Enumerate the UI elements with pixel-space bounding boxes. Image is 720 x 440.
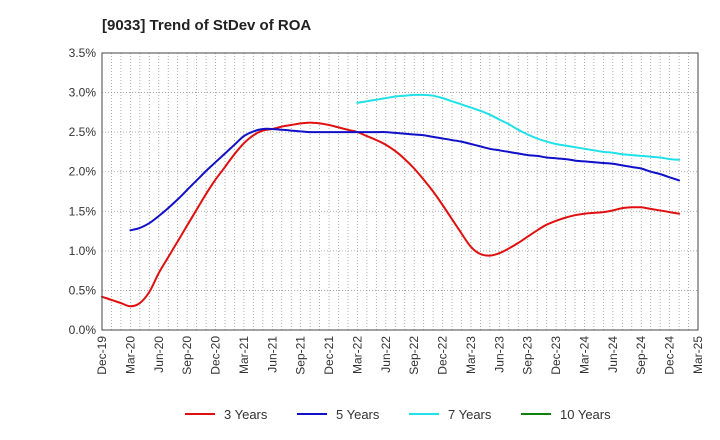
y-tick-label: 2.5% (69, 125, 97, 139)
y-tick-label: 2.0% (69, 165, 97, 179)
legend-label: 7 Years (448, 407, 492, 422)
grid (102, 53, 698, 330)
series-lines (101, 93, 681, 308)
x-tick-label: Mar-23 (464, 336, 478, 374)
x-tick-label: Jun-23 (492, 336, 506, 373)
x-axis: Dec-19 Mar-20 Jun-20 Sep-20 Dec-20 Mar-21 Jun-… (95, 336, 705, 375)
series-line-3 (356, 93, 681, 161)
y-tick-label: 3.5% (69, 46, 97, 60)
y-tick-label: 0.5% (69, 283, 97, 297)
y-axis: 0.0% 0.5% 1.0% 1.5% 2.0% 2.5% 3.0% 3.5% (69, 46, 97, 337)
x-tick-label: Dec-23 (549, 336, 563, 375)
series-line-1 (101, 121, 681, 308)
y-tick-label: 0.0% (69, 323, 97, 337)
plot-area (102, 53, 698, 330)
legend-label: 3 Years (224, 407, 268, 422)
plot-frame (101, 52, 699, 331)
legend-label: 10 Years (560, 407, 611, 422)
y-tick-label: 1.5% (69, 204, 97, 218)
x-tick-label: Dec-22 (436, 336, 450, 375)
x-tick-label: Sep-23 (521, 336, 535, 375)
x-tick-label: Jun-21 (265, 336, 279, 373)
x-tick-label: Dec-20 (209, 336, 223, 375)
x-tick-label: Sep-24 (634, 336, 648, 375)
x-tick-label: Dec-24 (663, 336, 677, 375)
x-tick-label: Sep-20 (180, 336, 194, 375)
x-tick-label: Mar-20 (123, 336, 137, 374)
x-tick-label: Jun-24 (606, 336, 620, 373)
x-tick-label: Sep-22 (407, 336, 421, 375)
x-tick-label: Dec-21 (322, 336, 336, 375)
x-tick-label: Mar-21 (237, 336, 251, 374)
x-tick-label: Dec-19 (95, 336, 109, 375)
y-tick-label: 3.0% (69, 86, 97, 100)
x-tick-label: Jun-20 (152, 336, 166, 373)
y-tick-label: 1.0% (69, 244, 97, 258)
chart-title: [9033] Trend of StDev of ROA (102, 17, 311, 34)
x-tick-label: Mar-22 (350, 336, 364, 374)
x-tick-label: Sep-21 (294, 336, 308, 375)
x-tick-label: Mar-24 (577, 336, 591, 374)
x-tick-label: Jun-22 (379, 336, 393, 373)
series-line-2 (129, 127, 681, 232)
legend-label: 5 Years (336, 407, 380, 422)
x-tick-label: Mar-25 (691, 336, 705, 374)
legend: 3 Years 5 Years 7 Years 10 Years (185, 407, 611, 422)
